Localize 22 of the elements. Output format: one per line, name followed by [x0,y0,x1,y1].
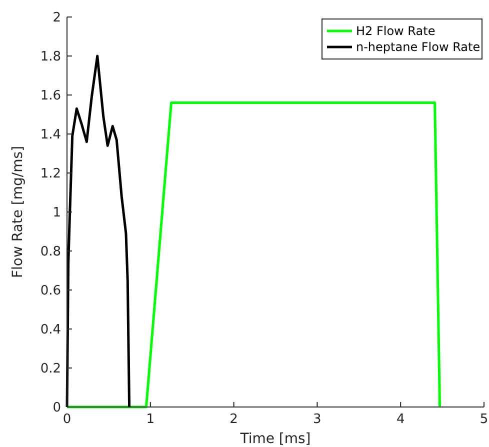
x-tick-label: 0 [62,412,72,427]
y-tick-label: 1 [52,206,61,221]
y-tick-label: 0.2 [40,362,61,377]
legend-label: H2 Flow Rate [356,24,436,38]
legend-label: n-heptane Flow Rate [356,40,480,54]
x-tick-label: 2 [230,412,238,427]
y-tick-label: 1.8 [40,50,61,65]
x-axis-title: Time [ms] [239,431,311,447]
x-tick-label: 3 [313,412,322,427]
x-tick-label: 4 [396,412,405,427]
y-tick-label: 2 [52,10,61,26]
y-tick-label: 0 [52,400,61,416]
x-tick-label: 5 [480,412,488,427]
y-tick-label: 1.6 [40,88,61,104]
y-tick-label: 0.8 [40,244,61,260]
y-tick-label: 0.6 [40,284,61,299]
y-tick-label: 0.4 [40,322,61,338]
y-tick-label: 1.4 [40,128,61,143]
line-series [66,54,131,408]
y-tick-label: 1.2 [40,166,61,182]
x-tick-label: 1 [146,412,155,427]
y-axis-title: Flow Rate [mg/ms] [10,146,26,278]
